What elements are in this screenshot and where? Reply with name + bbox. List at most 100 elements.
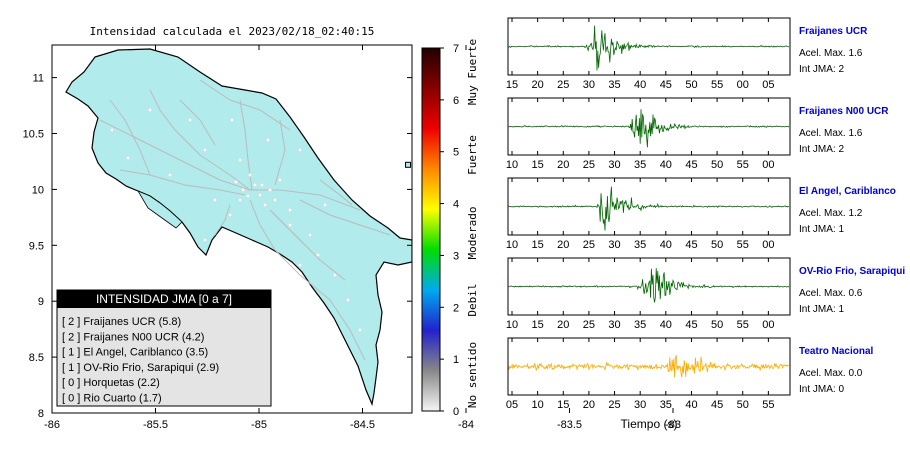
legend-item: [ 1 ] El Angel, Cariblanco (3.5) <box>62 347 208 359</box>
time-tick-label: 15 <box>532 319 544 331</box>
max-acceleration: Acel. Max. 1.2 <box>799 208 863 219</box>
city-dot <box>266 138 270 142</box>
x-tick-label: -84 <box>458 419 474 431</box>
time-tick-label: 05 <box>762 79 774 91</box>
road-line <box>274 119 286 186</box>
time-tick-label: 50 <box>711 159 723 171</box>
time-tick-label: 50 <box>711 239 723 251</box>
time-tick-label: 45 <box>660 79 672 91</box>
colorbar-label: Debil <box>466 283 479 316</box>
intensity-colorbar: 0 1 2 3 4 5 6 7 No sentido Debil Moderado Fuerte Muy… <box>421 39 479 418</box>
time-tick-label: 40 <box>685 399 697 411</box>
map-inner <box>65 48 458 407</box>
city-dot <box>358 328 362 332</box>
colorbar-label: Muy Fuerte <box>466 39 479 105</box>
city-dot <box>126 156 130 160</box>
time-tick-label: 25 <box>583 159 595 171</box>
time-tick-label: 30 <box>608 319 620 331</box>
city-dot <box>110 128 114 132</box>
colorbar-label: No sentido <box>466 342 479 408</box>
time-tick-label: 35 <box>608 79 620 91</box>
colorbar-tick-label: 7 <box>453 43 459 55</box>
colorbar-tick-label: 1 <box>453 354 459 366</box>
legend-box <box>56 289 272 407</box>
waveform-trace <box>508 355 789 378</box>
legend-item: [ 1 ] OV-Rio Frio, Sarapiqui (2.9) <box>62 362 219 374</box>
time-tick-label: 10 <box>532 399 544 411</box>
city-dot <box>258 193 262 197</box>
time-tick-label: 15 <box>506 79 518 91</box>
colorbar-label: Moderado <box>466 207 479 260</box>
x-tick-label: -86 <box>44 419 60 431</box>
legend-item: [ 0 ] Horquetas (2.2) <box>62 377 160 389</box>
city-dot <box>253 183 257 187</box>
colorbar-tick-label: 2 <box>453 302 459 314</box>
city-dot <box>288 223 292 227</box>
colorbar-tick-label: 0 <box>453 406 459 418</box>
time-tick-label: 30 <box>608 239 620 251</box>
time-tick-label: 30 <box>634 399 646 411</box>
city-dot <box>268 188 272 192</box>
city-dot <box>234 180 238 184</box>
station-name: El Angel, Cariblanco <box>799 186 896 197</box>
max-acceleration: Acel. Max. 1.6 <box>799 128 863 139</box>
time-tick-label: 20 <box>557 159 569 171</box>
time-tick-label: 05 <box>506 399 518 411</box>
time-tick-label: 35 <box>634 239 646 251</box>
city-dot <box>148 108 152 112</box>
city-dot <box>346 298 350 302</box>
road-line <box>319 179 353 206</box>
x-tick-label: -83 <box>665 419 681 431</box>
nicoya-gulf-coast <box>137 190 183 229</box>
city-dot <box>238 198 242 202</box>
station-marker <box>453 162 458 167</box>
time-tick-label: 45 <box>685 239 697 251</box>
waveform-panel: 10 15 20 25 30 35 40 45 50 55 00 Fraijanes N00 UCR A… <box>506 97 889 171</box>
y-tick-label: 10.5 <box>23 129 44 141</box>
city-dot <box>246 194 250 198</box>
time-tick-label: 25 <box>608 399 620 411</box>
time-tick-label: 40 <box>634 79 646 91</box>
time-axis-label: Tiempo (s) <box>621 417 678 431</box>
city-dot <box>168 173 172 177</box>
time-tick-label: 25 <box>583 239 595 251</box>
city-dot <box>298 148 302 152</box>
city-dot <box>298 263 302 267</box>
time-tick-label: 10 <box>506 239 518 251</box>
time-tick-label: 15 <box>532 159 544 171</box>
x-tick-label: -85 <box>251 419 267 431</box>
road-line <box>299 199 391 236</box>
city-dot <box>333 273 337 277</box>
x-tick-label: -85.5 <box>143 419 168 431</box>
city-dot <box>260 183 264 187</box>
city-dot <box>213 198 217 202</box>
y-tick-label: 8 <box>38 408 44 420</box>
colorbar-tick-label: 3 <box>453 250 459 262</box>
time-tick-label: 35 <box>634 319 646 331</box>
jma-intensity: Int JMA: 2 <box>799 64 844 75</box>
time-tick-label: 35 <box>660 399 672 411</box>
waveform-panel: 15 20 25 30 35 40 45 50 55 00 05 Fraijanes UCR Acel.… <box>506 17 868 91</box>
y-tick-label: 11 <box>33 73 44 85</box>
time-tick-label: 20 <box>583 399 595 411</box>
jma-intensity: Int JMA: 2 <box>799 144 844 155</box>
costa-rica-landmass <box>65 48 412 407</box>
road-line <box>109 99 151 176</box>
jma-intensity: Int JMA: 1 <box>799 304 844 315</box>
colorbar-label: Fuerte <box>466 135 479 175</box>
city-dot <box>188 118 192 122</box>
time-tick-label: 40 <box>660 319 672 331</box>
road-line <box>99 119 361 211</box>
max-acceleration: Acel. Max. 0.0 <box>799 368 863 379</box>
colorbar-tick-label: 4 <box>453 199 459 211</box>
time-tick-label: 10 <box>506 159 518 171</box>
station-name: Fraijanes N00 UCR <box>799 106 889 117</box>
time-tick-label: 55 <box>737 319 749 331</box>
time-tick-label: 00 <box>762 239 774 251</box>
time-tick-label: 20 <box>557 319 569 331</box>
road-line <box>269 209 346 281</box>
city-dot <box>308 233 312 237</box>
waveform-trace <box>508 25 790 71</box>
time-tick-label: 35 <box>634 159 646 171</box>
